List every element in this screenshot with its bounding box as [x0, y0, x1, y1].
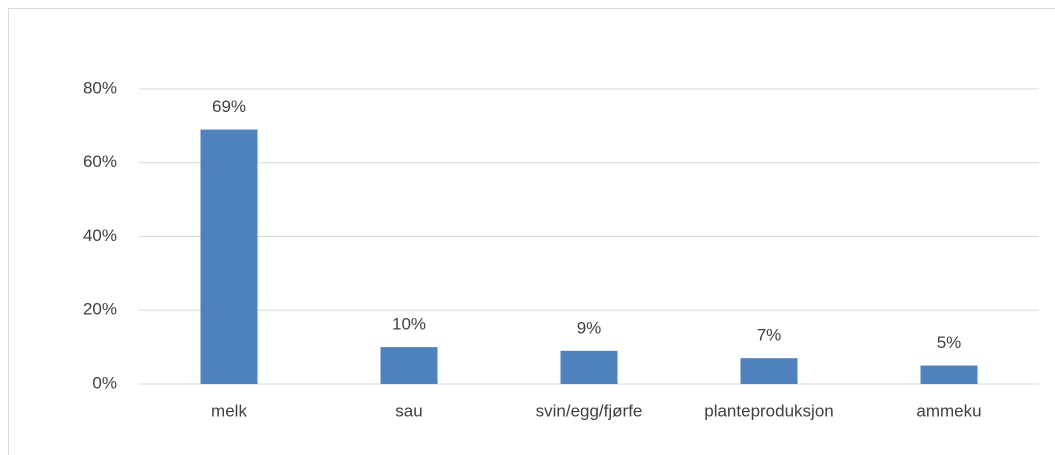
bar — [740, 358, 798, 384]
x-tick-label: svin/egg/fjørfe — [536, 401, 643, 420]
bar — [380, 347, 438, 384]
bar — [920, 365, 978, 384]
x-tick-label: melk — [211, 401, 247, 420]
x-tick-label: sau — [395, 401, 422, 420]
data-label: 5% — [937, 333, 962, 352]
bar — [560, 350, 618, 384]
data-label: 7% — [757, 326, 782, 345]
bar — [200, 129, 258, 384]
y-tick-label: 80% — [83, 78, 117, 97]
data-label: 9% — [577, 318, 602, 337]
chart-frame — [8, 8, 1055, 455]
x-tick-label: ammeku — [916, 401, 981, 420]
y-tick-label: 20% — [83, 300, 117, 319]
x-tick-label: planteproduksjon — [704, 401, 833, 420]
y-tick-label: 0% — [92, 373, 117, 392]
y-tick-label: 60% — [83, 152, 117, 171]
y-tick-label: 40% — [83, 226, 117, 245]
data-label: 10% — [392, 315, 426, 334]
data-label: 69% — [212, 97, 246, 116]
